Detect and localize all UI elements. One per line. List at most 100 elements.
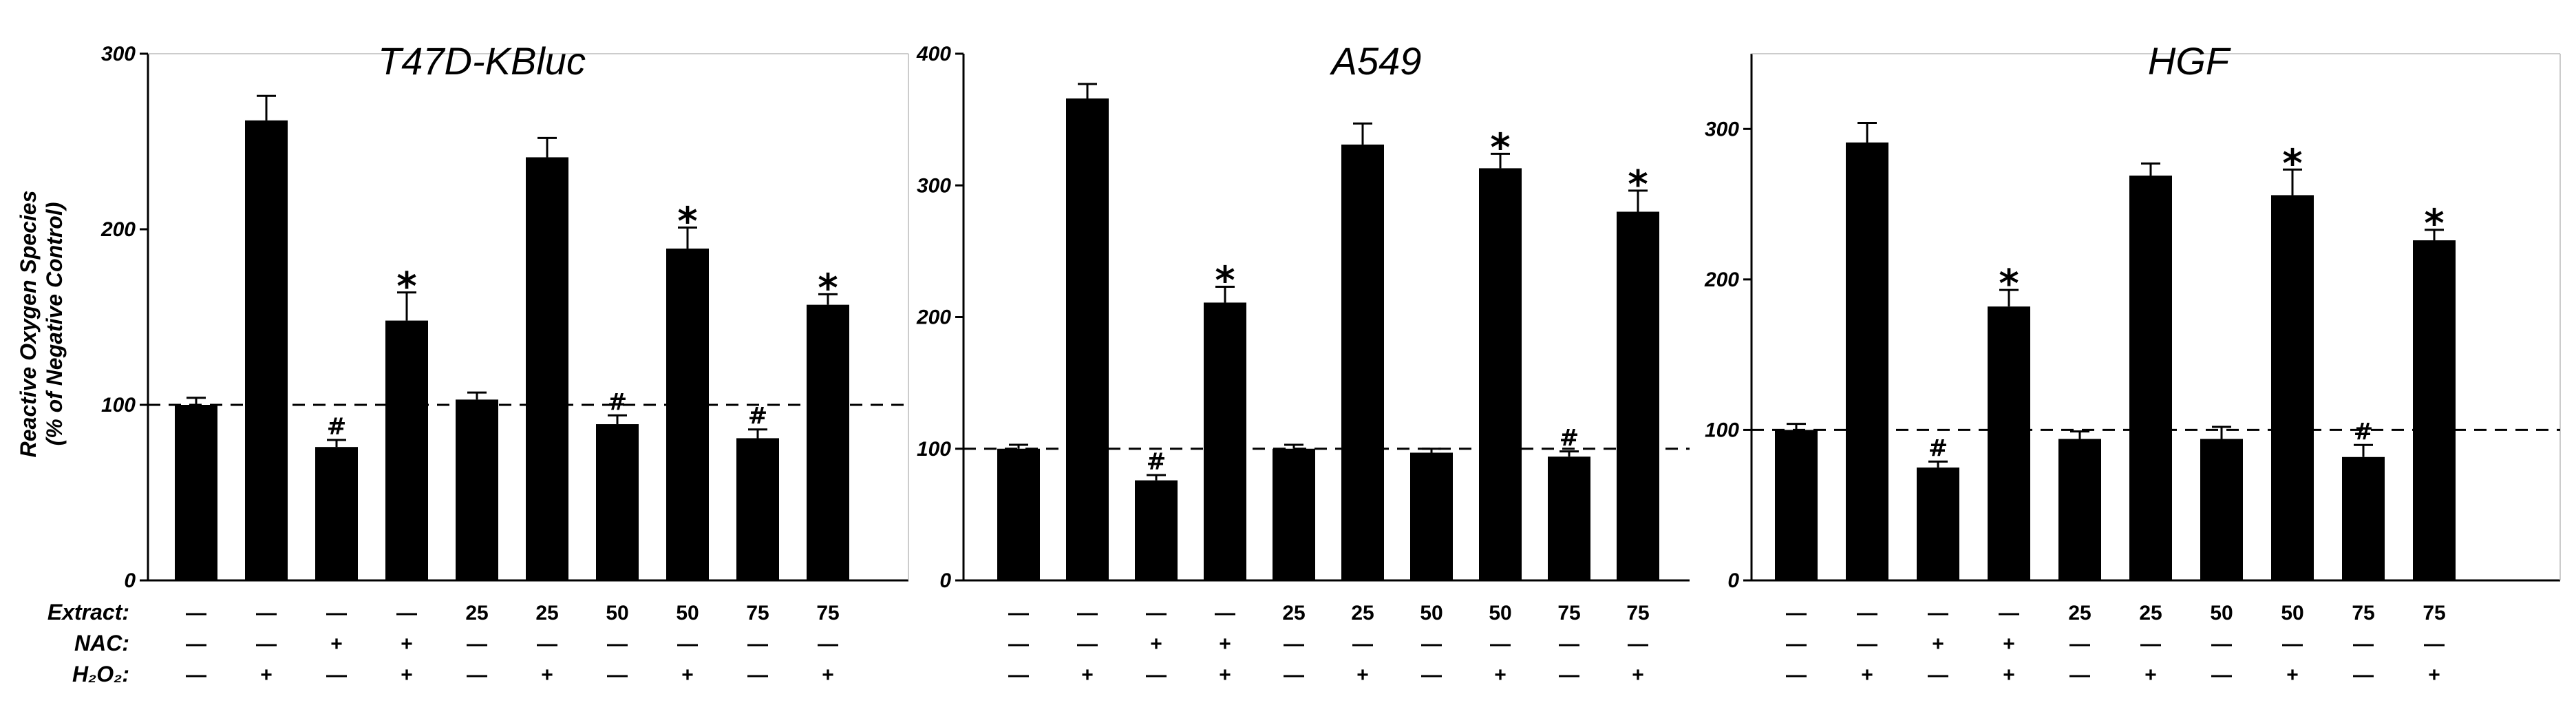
bar-7: [2200, 439, 2243, 580]
y-tick-label: 300: [101, 43, 136, 65]
panel-title: HGF: [2148, 39, 2231, 83]
significance-asterisk: *: [818, 266, 838, 311]
h2o2-cell: —: [186, 664, 206, 686]
y-axis-label: Reactive Oxygen Species: [16, 191, 41, 458]
nac-cell: —: [2140, 633, 2161, 655]
significance-hash: #: [1928, 434, 1948, 462]
extract-cell: 50: [1489, 602, 1511, 624]
bar-9: [736, 438, 779, 580]
bar-4: [385, 320, 428, 580]
nac-cell: —: [537, 633, 557, 655]
extract-cell: 25: [1282, 602, 1305, 624]
bar-7: [1410, 452, 1453, 580]
extract-cell: 50: [2210, 602, 2233, 624]
significance-asterisk: *: [396, 264, 416, 309]
significance-asterisk: *: [1628, 162, 1648, 207]
nac-cell: —: [2282, 633, 2303, 655]
h2o2-cell: +: [1494, 664, 1507, 686]
extract-cell: 50: [1420, 602, 1443, 624]
extract-cell: 75: [816, 602, 839, 624]
h2o2-cell: —: [467, 664, 487, 686]
condition-row-label: Extract:: [47, 600, 129, 624]
extract-cell: —: [256, 602, 277, 624]
h2o2-cell: —: [607, 664, 628, 686]
nac-cell: —: [1490, 633, 1511, 655]
bar-1: [997, 448, 1040, 580]
h2o2-cell: +: [1632, 664, 1644, 686]
nac-cell: —: [607, 633, 628, 655]
nac-cell: —: [1628, 633, 1648, 655]
extract-cell: 25: [1351, 602, 1374, 624]
h2o2-cell: —: [1146, 664, 1167, 686]
h2o2-cell: —: [2211, 664, 2232, 686]
bar-6: [1341, 144, 1384, 580]
y-tick-label: 200: [916, 306, 951, 329]
h2o2-cell: —: [747, 664, 768, 686]
significance-asterisk: *: [1490, 125, 1510, 170]
extract-cell: —: [1999, 602, 2019, 624]
y-tick-label: 0: [1727, 569, 1739, 592]
extract-cell: —: [1215, 602, 1235, 624]
nac-cell: —: [256, 633, 277, 655]
condition-row-label: H₂O₂:: [72, 662, 129, 686]
significance-asterisk: *: [2424, 202, 2444, 246]
nac-cell: —: [2424, 633, 2445, 655]
nac-cell: —: [818, 633, 838, 655]
nac-cell: —: [2211, 633, 2232, 655]
nac-cell: +: [330, 633, 343, 655]
significance-hash: #: [327, 413, 347, 441]
nac-cell: —: [1421, 633, 1442, 655]
y-tick-label: 0: [939, 569, 951, 592]
bar-4: [1204, 302, 1246, 580]
bar-6: [2129, 176, 2172, 581]
y-tick-label: 100: [101, 394, 136, 417]
extract-cell: —: [1857, 602, 1877, 624]
h2o2-cell: —: [2069, 664, 2090, 686]
significance-asterisk: *: [2282, 141, 2302, 186]
h2o2-cell: +: [2003, 664, 2015, 686]
y-tick-label: 200: [1704, 269, 1739, 291]
significance-asterisk: *: [1215, 259, 1235, 304]
y-tick-label: 100: [1705, 419, 1739, 441]
h2o2-cell: +: [2144, 664, 2157, 686]
extract-cell: 25: [2068, 602, 2091, 624]
bar-1: [175, 405, 217, 580]
h2o2-cell: +: [2428, 664, 2440, 686]
bar-5: [2058, 439, 2101, 580]
extract-cell: —: [186, 602, 206, 624]
nac-cell: +: [2003, 633, 2015, 655]
extract-cell: 25: [2139, 602, 2162, 624]
extract-cell: —: [1786, 602, 1807, 624]
bar-7: [596, 424, 639, 580]
h2o2-cell: —: [1559, 664, 1579, 686]
extract-cell: —: [1928, 602, 1948, 624]
bar-2: [1066, 98, 1109, 580]
significance-hash: #: [2354, 418, 2374, 445]
bar-10: [2413, 240, 2456, 580]
bar-2: [245, 120, 288, 580]
h2o2-cell: +: [1219, 664, 1231, 686]
significance-hash: #: [1560, 425, 1579, 452]
y-tick-label: 0: [124, 569, 136, 592]
h2o2-cell: +: [2286, 664, 2299, 686]
bar-9: [1548, 456, 1590, 580]
nac-cell: —: [2069, 633, 2090, 655]
h2o2-cell: —: [1928, 664, 1948, 686]
h2o2-cell: +: [1861, 664, 1873, 686]
extract-cell: 50: [2281, 602, 2303, 624]
nac-cell: +: [1219, 633, 1231, 655]
nac-cell: —: [1077, 633, 1098, 655]
extract-cell: 50: [676, 602, 699, 624]
h2o2-cell: —: [326, 664, 347, 686]
nac-cell: —: [186, 633, 206, 655]
bar-5: [1273, 448, 1315, 580]
nac-cell: —: [747, 633, 768, 655]
bar-8: [1479, 168, 1522, 580]
bar-2: [1846, 142, 1888, 580]
extract-cell: 75: [2423, 602, 2445, 624]
panel-title: A549: [1330, 39, 1422, 83]
condition-row-label: NAC:: [74, 631, 129, 655]
significance-asterisk: *: [1999, 262, 2019, 306]
nac-cell: —: [1786, 633, 1807, 655]
nac-cell: —: [677, 633, 698, 655]
